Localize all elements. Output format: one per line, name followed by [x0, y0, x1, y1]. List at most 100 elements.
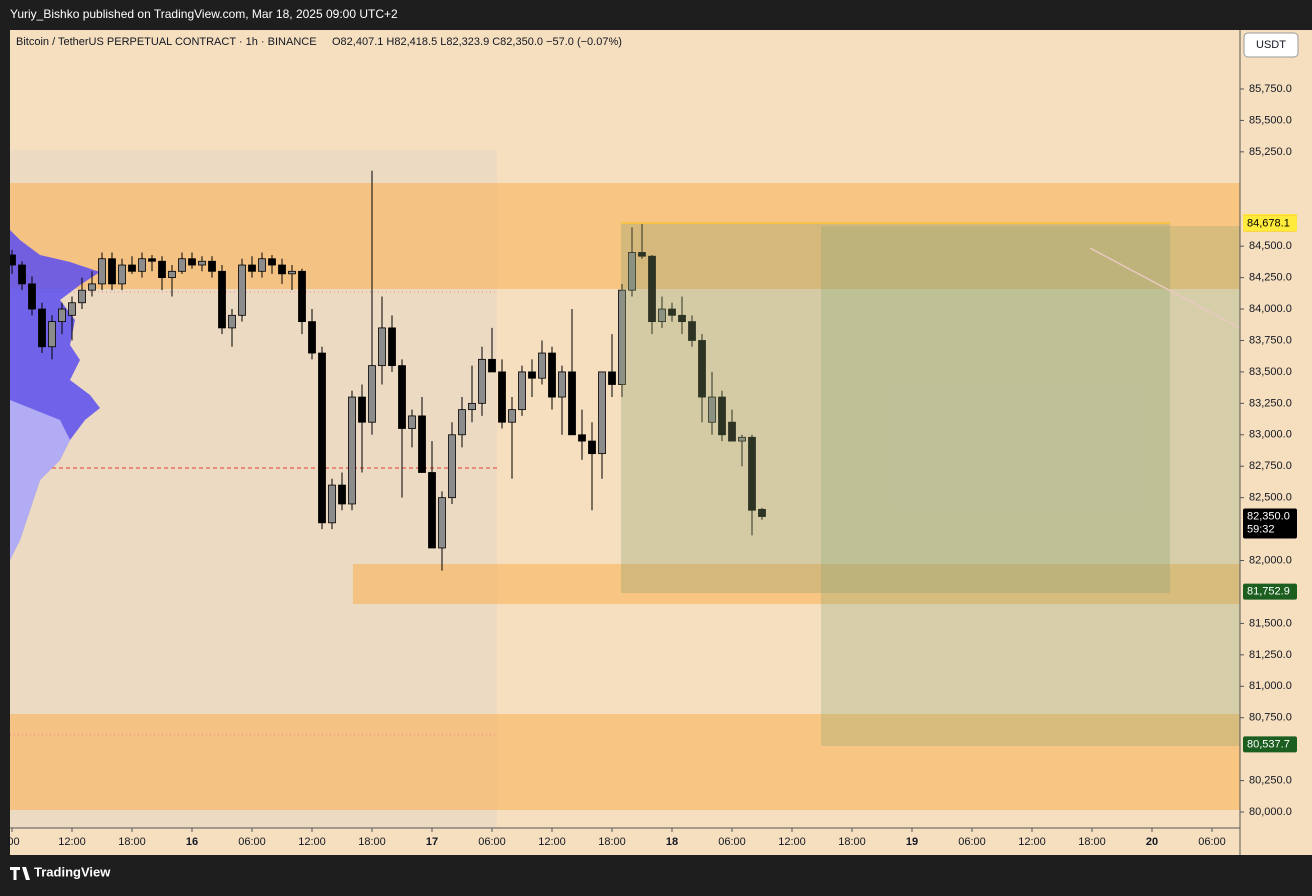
candle-body — [88, 283, 96, 291]
ohlc: O82,407.1 H82,418.5 L82,323.9 C82,350.0 … — [332, 36, 622, 48]
x-tick-label: 12:00 — [58, 836, 86, 848]
candle-body — [48, 321, 56, 348]
candle-body — [348, 396, 356, 505]
price-marker-label: 84,678.1 — [1247, 218, 1290, 230]
y-tick-label: 84,000.0 — [1249, 303, 1292, 315]
candle-body — [758, 508, 766, 517]
candle-body — [378, 327, 386, 367]
candle-body — [338, 484, 346, 505]
candle-body — [138, 258, 146, 272]
y-tick-label: 80,000.0 — [1249, 806, 1292, 818]
price-timer: 59:32 — [1247, 523, 1275, 535]
candle-body — [518, 371, 526, 411]
candle-body — [408, 415, 416, 429]
x-tick-label: 16 — [186, 836, 198, 848]
trend-line — [1089, 247, 1240, 329]
candle-body — [638, 252, 646, 257]
range-box — [621, 222, 1170, 593]
candle-body — [218, 270, 226, 329]
x-tick-label: 18:00 — [358, 836, 386, 848]
candle-body — [448, 434, 456, 499]
y-tick-label: 85,500.0 — [1249, 114, 1292, 126]
candle-body — [128, 264, 136, 272]
candle-body — [528, 371, 536, 379]
candle-body — [688, 321, 696, 341]
x-tick-label: 12:00 — [298, 836, 326, 848]
x-tick-label: 12:00 — [778, 836, 806, 848]
candle-body — [118, 264, 126, 285]
candle-body — [238, 264, 246, 316]
publisher: Yuriy_Bishko published on TradingView.co… — [10, 7, 398, 21]
candle-body — [288, 270, 296, 275]
candle-body — [328, 484, 336, 524]
candle-body — [488, 358, 496, 373]
demand-zone — [353, 564, 1240, 604]
x-tick-label: :00 — [4, 836, 19, 848]
y-tick-label: 83,500.0 — [1249, 366, 1292, 378]
candle-body — [318, 352, 326, 524]
candle-body — [398, 365, 406, 429]
y-tick-label: 84,500.0 — [1249, 240, 1292, 252]
currency[interactable]: USDT — [1256, 39, 1286, 51]
candle-body — [178, 258, 186, 272]
x-tick-label: 06:00 — [958, 836, 986, 848]
y-tick-label: 82,500.0 — [1249, 492, 1292, 504]
candle-body — [418, 415, 426, 473]
candle-body — [728, 421, 736, 442]
x-tick-label: 12:00 — [1018, 836, 1046, 848]
candle-body — [298, 270, 306, 323]
y-tick-label: 85,250.0 — [1249, 146, 1292, 158]
candle-body — [698, 340, 706, 398]
price-marker-label: 82,350.0 — [1247, 510, 1290, 522]
candle-body — [208, 260, 216, 272]
candle-body — [108, 258, 116, 285]
candles — [10, 170, 766, 571]
overlays — [621, 222, 1240, 746]
y-tick-label: 83,250.0 — [1249, 397, 1292, 409]
x-tick-label: 18:00 — [1078, 836, 1106, 848]
candle-body — [548, 352, 556, 398]
x-tick-label: 20 — [1146, 836, 1158, 848]
x-tick-label: 17 — [426, 836, 438, 848]
candle-body — [10, 254, 16, 266]
candle-body — [58, 308, 66, 323]
candle-body — [478, 358, 486, 404]
price-marker — [1243, 583, 1297, 600]
candle-body — [98, 258, 106, 285]
candle-body — [18, 264, 26, 285]
x-tick-label: 18 — [666, 836, 678, 848]
x-tick-label: 06:00 — [478, 836, 506, 848]
y-tick-label: 84,250.0 — [1249, 272, 1292, 284]
symbol: Bitcoin / TetherUS PERPETUAL CONTRACT · … — [16, 36, 317, 48]
candle-body — [668, 308, 676, 316]
price-marker — [1243, 508, 1297, 539]
candle-body — [78, 289, 86, 304]
candle-body — [608, 371, 616, 385]
candle-body — [388, 327, 396, 367]
candle-body — [558, 371, 566, 398]
candle-body — [168, 270, 176, 278]
candle-body — [678, 314, 686, 323]
y-tick-label: 83,750.0 — [1249, 334, 1292, 346]
candle-body — [68, 302, 76, 316]
y-tick-label: 80,250.0 — [1249, 774, 1292, 786]
y-tick-label: 81,500.0 — [1249, 617, 1292, 629]
currency-button[interactable] — [1243, 32, 1299, 58]
x-tick-label: 06:00 — [238, 836, 266, 848]
y-tick-label: 81,000.0 — [1249, 680, 1292, 692]
candle-body — [278, 264, 286, 275]
candle-body — [658, 308, 666, 323]
y-tick-label: 80,750.0 — [1249, 712, 1292, 724]
x-tick-label: 18:00 — [838, 836, 866, 848]
price-marker-label: 80,537.7 — [1247, 738, 1290, 750]
candle-body — [468, 402, 476, 411]
volume-profile-outer — [10, 400, 70, 560]
x-tick-label: 06:00 — [1198, 836, 1226, 848]
candle-body — [358, 396, 366, 423]
candle-body — [538, 352, 546, 379]
candle-body — [598, 371, 606, 455]
bottom-bar — [0, 855, 1312, 891]
x-tick-label: 19 — [906, 836, 918, 848]
candle-body — [228, 314, 236, 329]
candle-body — [738, 436, 746, 442]
